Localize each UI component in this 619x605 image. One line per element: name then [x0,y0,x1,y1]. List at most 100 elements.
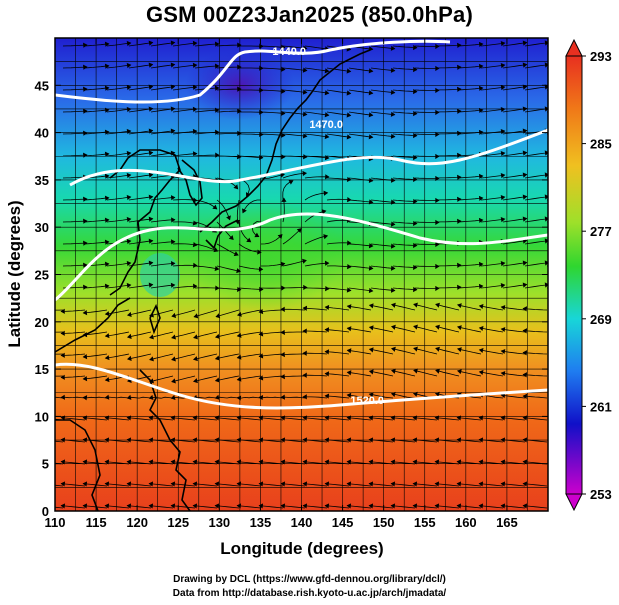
streamline [457,505,482,509]
streamline-arrow [413,242,418,249]
streamline [392,89,417,93]
y-tick-label: 0 [42,504,49,519]
streamline [282,180,294,201]
streamline [237,309,262,316]
streamline-arrow [39,352,43,356]
streamline-arrow [126,415,132,421]
streamline [391,304,416,311]
streamline-arrow [170,415,176,421]
streamline-arrow [170,239,176,245]
streamline [106,86,131,91]
streamline-arrow [302,67,308,73]
streamline-arrow [303,284,308,291]
streamline [435,369,460,377]
streamline [84,43,109,47]
streamline [150,64,175,69]
streamline [237,375,262,381]
streamline [524,86,548,91]
streamline [347,327,372,333]
streamline-arrow [192,62,198,68]
streamline-arrow [254,232,260,238]
streamline-arrow [412,481,418,487]
streamline-arrow [368,303,374,309]
footer-drawing-credit: Drawing by DCL (https://www.gfd-dennou.o… [173,574,446,585]
streamline-arrow [500,481,506,487]
streamline-arrow [302,350,307,356]
streamline-arrow [522,415,528,421]
x-tick-label: 110 [45,515,66,530]
streamline [369,348,394,355]
x-axis-title: Longitude (degrees) [220,539,383,558]
streamline [172,221,197,225]
streamline [62,220,88,223]
streamline [83,375,108,380]
colorbar-min-arrow [565,493,583,512]
streamline-arrow [522,393,528,399]
streamline [435,417,460,421]
streamline-arrow [435,131,440,138]
streamline [392,111,417,115]
streamline-arrow [192,459,198,465]
streamline [106,64,131,69]
streamline [392,221,417,224]
streamline [281,396,306,399]
streamline-arrow [346,90,352,96]
streamline-arrow [126,481,132,487]
streamline-arrow [280,503,286,509]
streamline [458,43,483,47]
streamline [501,394,526,399]
streamline [127,417,152,421]
streamline-arrow [324,459,330,465]
streamline [83,505,108,509]
streamline [61,396,86,399]
streamline [150,219,175,223]
streamline [524,152,548,157]
streamline [150,262,175,267]
streamline-arrow [346,134,352,140]
streamline-arrow [126,282,132,289]
streamline-arrow [413,286,418,293]
streamline-arrow [368,325,374,331]
streamline [128,64,153,69]
x-tick-label: 135 [250,515,272,530]
streamline-arrow [522,306,528,312]
streamline [370,287,395,291]
streamline [149,396,174,399]
streamline-arrow [435,65,440,72]
streamline [216,199,231,220]
streamline [304,89,329,94]
streamline [127,331,152,338]
streamline [171,375,196,383]
streamline-arrow [435,87,440,94]
streamline-arrow [302,305,308,311]
streamline [457,304,482,311]
coastline-china-south [55,297,131,353]
streamline-arrow [368,199,374,205]
streamline-arrow [522,459,528,465]
streamline [149,483,174,487]
streamline-arrow [193,356,198,362]
streamline [370,221,395,225]
streamline [436,220,462,223]
streamline-arrow [391,324,396,330]
streamline [171,331,196,339]
streamline [457,348,482,355]
streamline-arrow [148,84,154,90]
streamline-arrow [214,85,220,91]
streamline-arrow [170,503,176,509]
coastline-sakhalin [311,49,371,93]
streamline-arrow [302,258,307,264]
streamline-arrow [148,40,154,46]
streamline [259,375,284,379]
streamline [480,152,505,157]
streamline-arrow [522,62,528,68]
streamline [259,483,284,487]
streamline [149,417,174,421]
streamline [149,505,174,509]
streamline-arrow [192,415,198,421]
streamline-arrow [192,151,198,157]
streamline [325,505,350,509]
streamline [348,265,373,269]
streamline-arrow [60,352,65,358]
streamline-arrow [500,349,506,355]
